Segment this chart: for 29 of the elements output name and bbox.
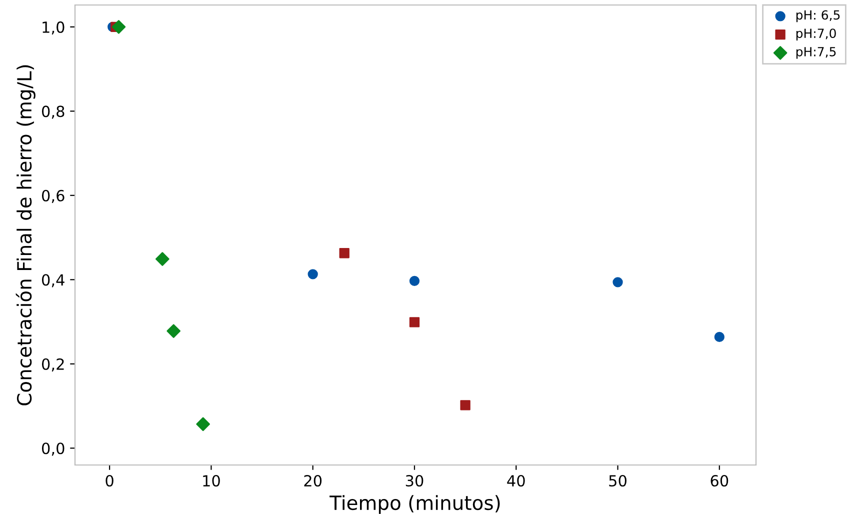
legend-label: pH:7,0 <box>796 28 836 40</box>
point <box>409 317 420 328</box>
x-tick-label: 0 <box>106 474 114 487</box>
x-axis-title: Tiempo (minutos) <box>330 495 500 514</box>
x-tick-label: 10 <box>203 474 220 487</box>
y-tick-label: 0,2 <box>42 358 64 372</box>
x-tick-label: 40 <box>507 474 525 487</box>
y-tick-label: 0,0 <box>42 442 64 456</box>
y-tick-label: 1,0 <box>42 21 64 34</box>
point <box>409 276 420 286</box>
point <box>714 332 724 342</box>
legend-label: pH:7,5 <box>796 47 836 59</box>
point <box>308 269 318 280</box>
x-tick-label: 30 <box>406 474 424 487</box>
y-tick-label: 0,6 <box>42 190 64 203</box>
point <box>166 324 180 338</box>
x-tick-label: 60 <box>710 474 728 487</box>
point <box>339 248 350 258</box>
legend-label: pH: 6,5 <box>796 10 840 22</box>
y-tick-label: 0,4 <box>42 274 64 288</box>
x-tick-label: 20 <box>304 474 322 487</box>
y-tick-label: 0,8 <box>42 106 64 119</box>
y-axis-title: Concetración Final de hierro (mg/L) <box>16 65 36 406</box>
point <box>460 400 470 410</box>
point <box>196 417 210 432</box>
x-tick-label: 50 <box>609 474 626 487</box>
point <box>156 252 170 266</box>
point <box>112 20 126 34</box>
point <box>612 277 623 288</box>
